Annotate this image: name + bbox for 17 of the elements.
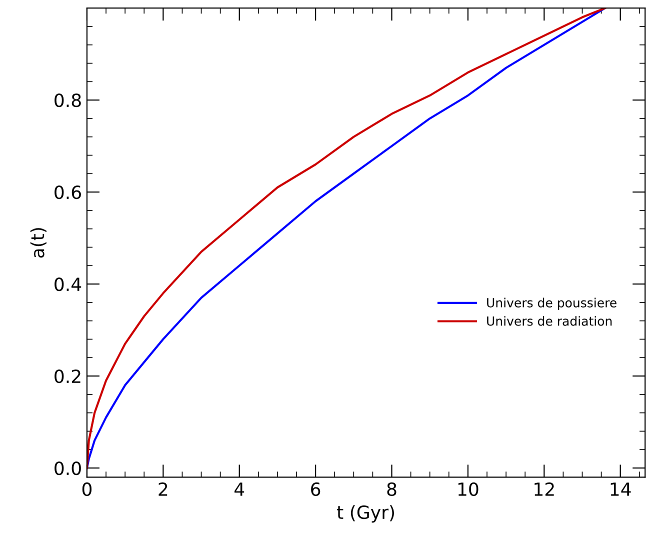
x-tick-label: 12 — [534, 482, 554, 496]
x-tick-label: 8 — [387, 482, 396, 496]
y-tick-label: 0.8 — [54, 94, 81, 108]
x-tick-label: 2 — [158, 482, 168, 496]
legend-label: Univers de radiation — [487, 316, 612, 326]
x-tick-label: 6 — [311, 482, 320, 496]
x-tick-label: 0 — [82, 482, 92, 496]
y-tick-label: 0.4 — [54, 277, 82, 292]
x-tick-label: 10 — [458, 482, 478, 496]
legend-label: Univers de poussiere — [487, 298, 616, 310]
y-axis-title: a(t) — [30, 228, 46, 258]
y-tick-label: 0.0 — [54, 461, 81, 476]
y-tick-label: 0.2 — [54, 369, 80, 384]
x-tick-label: 14 — [610, 482, 631, 496]
y-tick-label: 0.6 — [54, 186, 81, 200]
x-axis-title: t (Gyr) — [337, 505, 394, 523]
x-tick-label: 4 — [234, 482, 244, 496]
